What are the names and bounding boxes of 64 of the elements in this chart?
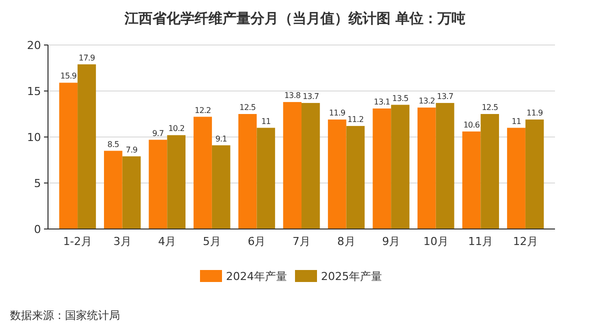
y-tick-label: 15 (27, 85, 41, 98)
x-tick-label: 11月 (468, 235, 494, 248)
bar (346, 126, 365, 229)
x-tick-label: 9月 (382, 235, 400, 248)
y-tick-label: 0 (34, 223, 41, 236)
data-label: 8.5 (107, 140, 120, 149)
bar (256, 128, 276, 229)
legend-label: 2025年产量 (321, 270, 382, 283)
bar (283, 102, 302, 229)
bar (212, 145, 230, 229)
data-label: 13.1 (374, 97, 390, 106)
bar (59, 82, 78, 229)
chart-title: 江西省化学纤维产量分月（当月值）统计图 单位：万吨 (124, 10, 466, 27)
x-tick-label: 7月 (292, 235, 310, 248)
y-tick-label: 5 (34, 177, 41, 190)
data-label: 13.7 (436, 92, 454, 101)
data-label: 11.9 (328, 108, 346, 118)
data-label: 11.2 (347, 114, 364, 124)
data-label: 9.7 (152, 128, 164, 138)
data-label: 11 (261, 116, 271, 126)
bar (372, 108, 392, 229)
data-label: 13.8 (284, 91, 301, 100)
bar (525, 120, 544, 229)
bar (328, 120, 346, 229)
data-label: 9.1 (215, 134, 228, 144)
bar (167, 135, 186, 229)
bar (104, 150, 122, 229)
data-label: 12.5 (239, 103, 256, 112)
data-label: 10.2 (168, 124, 185, 134)
bar (122, 156, 141, 229)
data-label: 13.7 (302, 92, 320, 101)
source-note: 数据来源：国家统计局 (10, 309, 120, 322)
data-label: 15.9 (60, 72, 77, 81)
bar (480, 114, 500, 229)
x-tick-label: 3月 (113, 235, 132, 248)
data-label: 13.5 (392, 94, 409, 103)
x-tick-label: 10月 (423, 235, 448, 248)
data-label: 11.9 (526, 108, 544, 118)
data-label: 13.2 (418, 96, 436, 106)
bar (507, 128, 526, 229)
x-tick-label: 6月 (248, 235, 266, 248)
data-label: 17.9 (78, 53, 96, 62)
bar (391, 104, 410, 229)
x-tick-label: 12月 (512, 235, 538, 248)
data-label: 11 (512, 116, 522, 126)
data-label: 7.9 (126, 145, 138, 154)
x-tick-label: 1-2月 (63, 235, 92, 248)
bar (462, 131, 481, 229)
data-label: 12.5 (482, 103, 498, 112)
bar (436, 102, 454, 229)
bar (78, 64, 96, 229)
bar (148, 140, 168, 229)
x-tick-label: 4月 (158, 235, 176, 248)
data-label: 10.6 (463, 120, 480, 130)
bar (418, 108, 436, 229)
legend-label: 2024年产量 (226, 270, 287, 283)
x-tick-label: 8月 (337, 235, 356, 248)
bar (238, 114, 257, 229)
y-tick-label: 10 (27, 131, 41, 144)
x-tick-label: 5月 (202, 235, 221, 248)
bar (194, 116, 212, 229)
data-label: 12.2 (194, 106, 212, 115)
bar (302, 102, 320, 229)
y-tick-label: 20 (27, 39, 41, 52)
